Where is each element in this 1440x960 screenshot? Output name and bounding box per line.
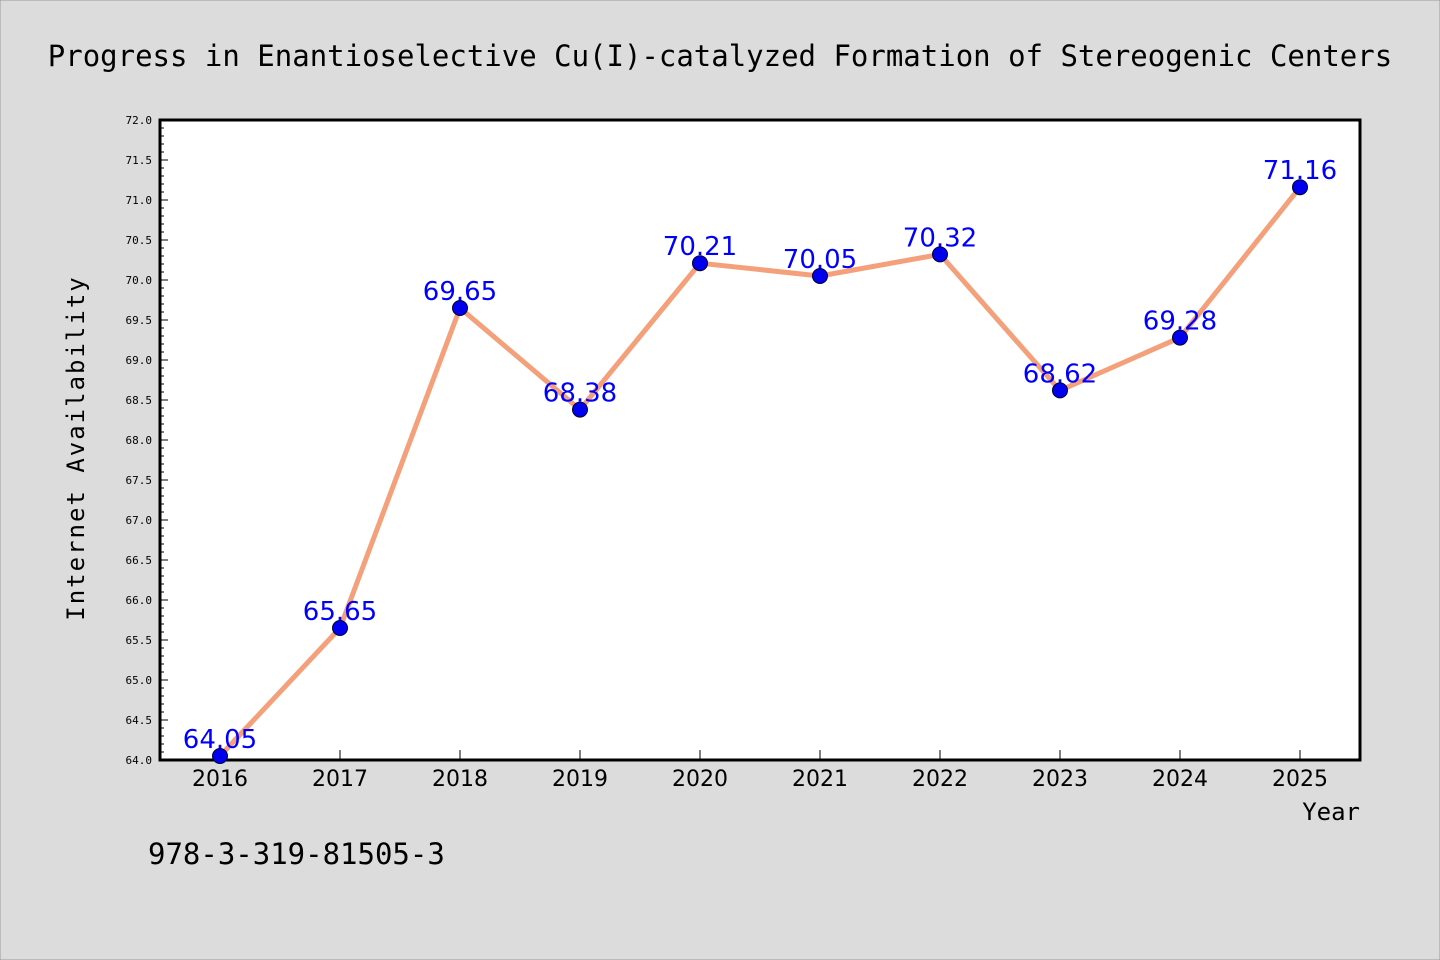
y-axis: 64.0 64.5 65.0 65.5 66.0 66.5 67.0 67.5 68.0 68.5… [126, 114, 168, 767]
y-tick-label: 69.0 [126, 354, 153, 367]
y-tick-label: 64.0 [126, 754, 153, 767]
x-tick-label: 2024 [1152, 767, 1208, 792]
x-axis-title: Year [1302, 798, 1360, 826]
y-tick-label: 70.0 [126, 274, 153, 287]
data-label: 65.65 [303, 597, 377, 627]
y-tick-label: 64.5 [126, 714, 153, 727]
y-tick-label: 65.0 [126, 674, 153, 687]
x-tick-label: 2018 [432, 767, 488, 792]
chart-title: Progress in Enantioselective Cu(I)-catal… [48, 39, 1392, 73]
data-markers [212, 179, 1308, 764]
y-tick-label: 71.0 [126, 194, 153, 207]
data-point [572, 401, 588, 418]
x-tick-label: 2023 [1032, 767, 1088, 792]
data-label: 70.05 [783, 245, 857, 275]
isbn-label: 978-3-319-81505-3 [148, 837, 445, 871]
data-point [212, 748, 228, 764]
data-point [692, 255, 708, 272]
data-label: 69.65 [423, 277, 497, 307]
data-point [932, 246, 948, 263]
x-tick-label: 2019 [552, 767, 608, 792]
data-label: 69.28 [1143, 307, 1217, 337]
data-label: 70.32 [903, 223, 977, 253]
y-axis-title: Internet Availability [62, 275, 90, 620]
data-label: 68.62 [1023, 359, 1097, 389]
y-tick-label: 67.0 [126, 514, 153, 527]
data-point [452, 300, 468, 316]
y-tick-label: 66.0 [126, 594, 153, 607]
data-label: 64.05 [183, 725, 257, 755]
data-label: 68.38 [543, 379, 617, 409]
data-point [1052, 382, 1068, 399]
data-label: 71.16 [1263, 156, 1337, 186]
data-label: 70.21 [663, 232, 737, 262]
x-tick-label: 2021 [792, 767, 848, 792]
plot-area [158, 118, 1362, 762]
data-labels: 64.05 65.65 69.65 68.38 70.21 70.05 70.32 68.62… [183, 156, 1337, 755]
y-tick-label: 66.5 [126, 554, 153, 567]
y-tick-label: 71.5 [126, 154, 153, 167]
y-tick-label: 68.5 [126, 394, 153, 407]
y-tick-label: 69.5 [126, 314, 153, 327]
series-line [217, 184, 1303, 759]
data-point [1292, 179, 1308, 196]
y-tick-label: 72.0 [126, 114, 153, 127]
data-point [332, 620, 348, 636]
y-tick-label: 67.5 [126, 474, 153, 487]
y-tick-label: 65.5 [126, 634, 153, 647]
y-tick-label: 68.0 [126, 434, 153, 447]
x-tick-label: 2022 [912, 767, 968, 792]
data-point [1172, 329, 1188, 346]
x-tick-label: 2020 [672, 767, 728, 792]
x-tick-label: 2025 [1272, 767, 1328, 792]
y-tick-label: 70.5 [126, 234, 153, 247]
x-tick-label: 2016 [192, 767, 248, 792]
x-tick-label: 2017 [312, 767, 368, 792]
x-axis: 2016 2017 2018 2019 2020 2021 2022 2023 2024 2025 [192, 750, 1328, 792]
data-point [812, 268, 828, 284]
